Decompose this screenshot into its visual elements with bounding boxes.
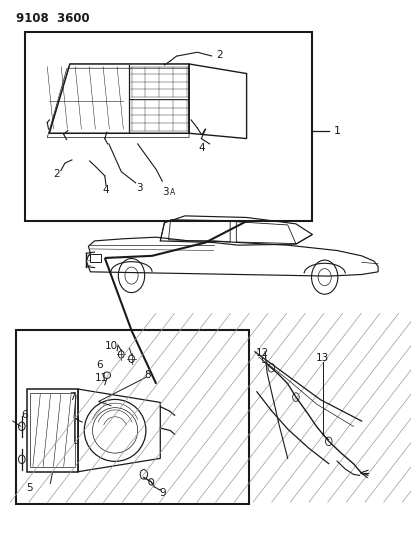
Text: 4: 4: [199, 143, 206, 152]
Text: 13: 13: [316, 353, 329, 363]
Text: 9108  3600: 9108 3600: [16, 12, 90, 25]
Bar: [90, 254, 101, 262]
Text: 9: 9: [159, 488, 166, 498]
Text: 2: 2: [53, 169, 60, 179]
Bar: [27, 389, 78, 472]
Text: 12: 12: [256, 348, 269, 358]
Text: 4: 4: [103, 185, 109, 195]
Text: 7: 7: [69, 392, 75, 402]
Text: 6: 6: [21, 410, 28, 419]
Text: 10: 10: [105, 342, 118, 351]
Text: 3: 3: [162, 187, 169, 197]
Text: A: A: [171, 189, 175, 197]
Text: 6: 6: [96, 360, 103, 370]
Bar: [16, 330, 249, 504]
Text: 2: 2: [217, 50, 223, 60]
Text: 5: 5: [26, 483, 33, 492]
Bar: [25, 32, 312, 221]
Bar: [30, 393, 75, 467]
Text: 1: 1: [333, 126, 341, 135]
Text: 8: 8: [144, 370, 150, 379]
Text: 11: 11: [95, 374, 109, 383]
Text: 3: 3: [136, 183, 143, 192]
